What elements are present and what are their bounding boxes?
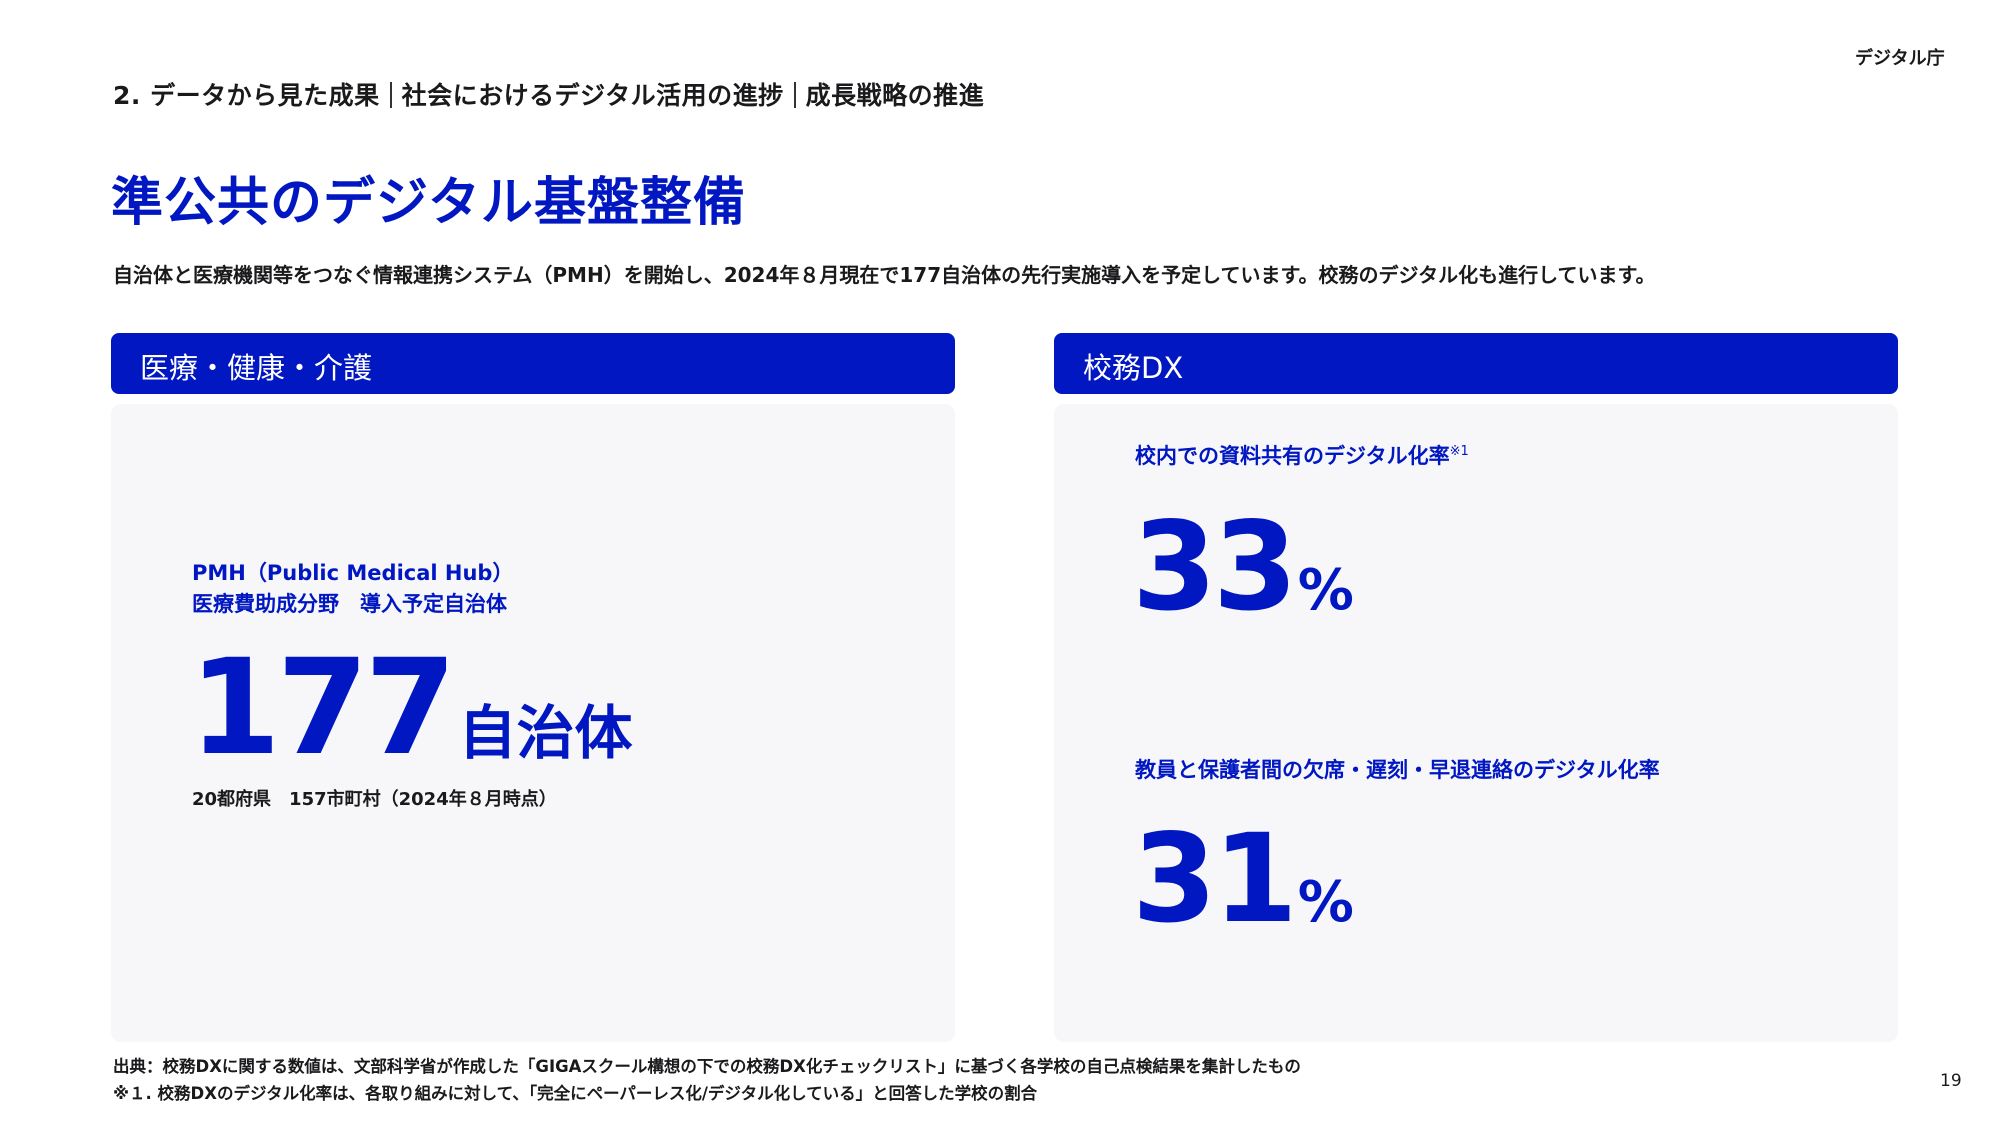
pmh-label: PMH（Public Medical Hub） 医療費助成分野 導入予定自治体 xyxy=(192,558,513,620)
breadcrumb: 2. データから見た成果 社会におけるデジタル活用の進捗 成長戦略の推進 xyxy=(113,76,984,112)
footnote: ※１. 校務DXのデジタル化率は、各取り組みに対して、「完全にペーパーレス化/デ… xyxy=(113,1084,1038,1103)
logo-text: デジタル庁 xyxy=(1855,48,1945,69)
stat-unit: % xyxy=(1297,870,1354,935)
page-title: 準公共のデジタル基盤整備 xyxy=(111,173,746,233)
source-note: 出典：校務DXに関する数値は、文部科学省が作成した「GIGAスクール構想の下での… xyxy=(113,1057,1301,1076)
divider xyxy=(793,82,796,108)
footnote-mark: ※1 xyxy=(1449,444,1469,459)
pmh-label-line2: 医療費助成分野 導入予定自治体 xyxy=(192,592,507,616)
pmh-stat: 177 自治体 xyxy=(189,642,633,774)
stat-unit: % xyxy=(1297,558,1354,623)
metric-stat: 31% xyxy=(1132,818,1354,940)
divider xyxy=(389,82,392,108)
breadcrumb-item: 社会におけるデジタル活用の進捗 xyxy=(401,81,784,110)
stat-value: 31 xyxy=(1132,808,1298,950)
left-panel-heading: 医療・健康・介護 xyxy=(111,333,955,394)
right-panel-heading: 校務DX xyxy=(1054,333,1898,394)
stat-value: 177 xyxy=(189,631,457,785)
breadcrumb-item: 2. データから見た成果 xyxy=(113,81,380,110)
left-panel: PMH（Public Medical Hub） 医療費助成分野 導入予定自治体 … xyxy=(111,404,955,1042)
metric-stat: 33% xyxy=(1132,506,1354,628)
metric-label: 教員と保護者間の欠席・遅刻・早退連絡のデジタル化率 xyxy=(1135,758,1660,782)
metric-label: 校内での資料共有のデジタル化率※1 xyxy=(1135,440,1469,470)
stat-note: 20都府県 157市町村（2024年８月時点） xyxy=(192,789,557,810)
page-description: 自治体と医療機関等をつなぐ情報連携システム（PMH）を開始し、2024年８月現在… xyxy=(113,263,1656,287)
breadcrumb-item: 成長戦略の推進 xyxy=(805,81,985,110)
right-panel: 校内での資料共有のデジタル化率※1 33% 教員と保護者間の欠席・遅刻・早退連絡… xyxy=(1054,404,1898,1042)
page-number: 19 xyxy=(1940,1071,1962,1091)
pmh-label-line1: PMH（Public Medical Hub） xyxy=(192,561,514,585)
metric-label-text: 校内での資料共有のデジタル化率 xyxy=(1135,444,1450,468)
stat-value: 33 xyxy=(1132,496,1298,638)
stat-unit: 自治体 xyxy=(458,699,633,767)
